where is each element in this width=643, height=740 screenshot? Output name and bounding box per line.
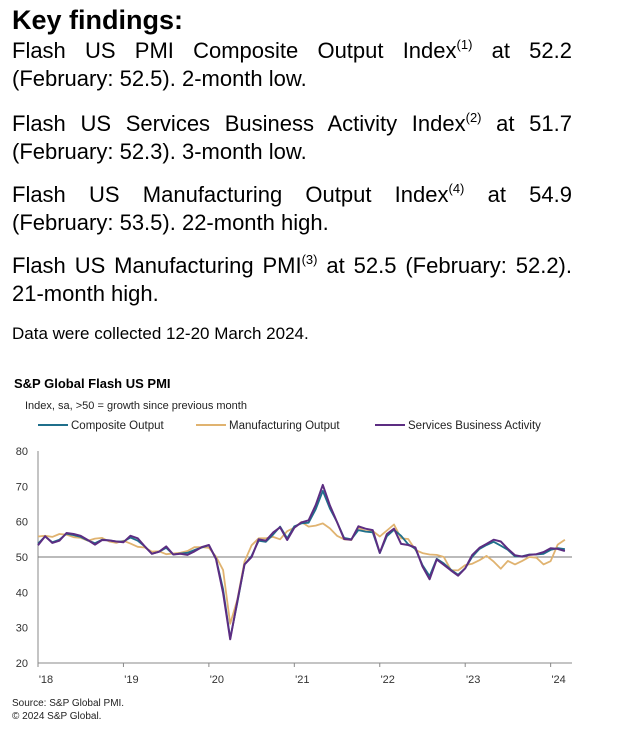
x-tick-label: '18 [39,674,53,686]
x-tick-label: '22 [381,674,395,686]
y-tick-label: 20 [16,658,28,670]
x-tick-label: '21 [295,674,309,686]
series-line-manufacturing-output [38,522,565,624]
y-tick-label: 60 [16,517,28,529]
x-tick-label: '23 [466,674,480,686]
pmi-line-chart: 20 30 40 50 60 70 80 '18 '19 '20 '21 '22 '23 '24 [0,0,643,740]
x-tick-label: '24 [551,674,565,686]
copyright-text: © 2024 S&P Global. [12,710,124,723]
series-line-services-business-activity [38,485,565,639]
chart-source: Source: S&P Global PMI. © 2024 S&P Globa… [12,697,124,723]
source-text: Source: S&P Global PMI. [12,697,124,710]
series-line-composite-output [38,491,565,638]
x-tick-label: '19 [124,674,138,686]
y-tick-label: 40 [16,587,28,599]
y-tick-label: 70 [16,481,28,493]
x-tick-label: '20 [210,674,224,686]
y-tick-label: 50 [16,552,28,564]
y-tick-label: 80 [16,446,28,458]
y-tick-label: 30 [16,623,28,635]
